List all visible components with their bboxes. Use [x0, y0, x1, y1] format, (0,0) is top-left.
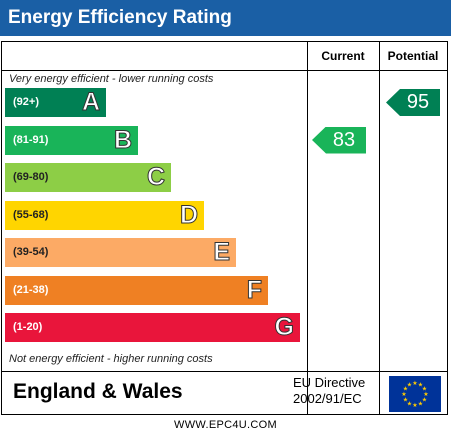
directive-line-1: EU Directive — [293, 375, 366, 390]
current-column-header: Current — [321, 49, 365, 63]
band-d-letter: D — [179, 200, 198, 229]
eu-star-icon: ★ — [412, 402, 417, 409]
band-e: (39-54) E — [5, 238, 236, 267]
header-row-divider — [2, 70, 447, 71]
eu-star-icon: ★ — [422, 386, 427, 393]
band-a-letter: A — [81, 88, 100, 117]
band-f: (21-38) F — [5, 275, 268, 305]
band-c: (69-80) C — [5, 163, 171, 192]
band-d-range: (55-68) — [13, 208, 49, 221]
current-rating-arrow: 83 — [312, 126, 366, 154]
band-d: (55-68) D — [5, 200, 204, 230]
bottom-caption: Not energy efficient - higher running co… — [9, 353, 213, 365]
band-f-letter: F — [246, 275, 262, 304]
band-g-range: (1-20) — [13, 321, 43, 333]
potential-column-header: Potential — [387, 49, 439, 63]
eu-star-icon: ★ — [423, 391, 428, 398]
eu-star-icon: ★ — [407, 401, 412, 408]
eu-star-icon: ★ — [422, 397, 427, 404]
potential-rating-value: 95 — [406, 91, 430, 113]
eu-star-icon: ★ — [418, 382, 423, 389]
eu-star-icon: ★ — [403, 397, 408, 404]
potential-column-divider — [379, 42, 380, 414]
region-label: England & Wales — [13, 380, 183, 403]
band-b-range: (81-91) — [13, 133, 49, 146]
eu-star-icon: ★ — [418, 401, 423, 408]
eu-star-icon: ★ — [407, 382, 412, 389]
eu-star-icon: ★ — [412, 380, 417, 387]
eu-flag-icon: ★ ★ ★ ★ ★ ★ ★ ★ ★ ★ ★ ★ — [389, 376, 441, 412]
eu-star-icon: ★ — [401, 391, 406, 398]
eu-star-icon: ★ — [403, 386, 408, 393]
band-b: (81-91) B — [5, 125, 138, 155]
band-e-range: (39-54) — [13, 246, 49, 258]
directive-line-2: 2002/91/EC — [293, 391, 362, 406]
chart-title: Energy Efficiency Rating — [0, 0, 451, 36]
band-g-letter: G — [274, 313, 294, 342]
band-f-range: (21-38) — [13, 283, 49, 296]
band-g: (1-20) G — [5, 313, 300, 342]
band-a: (92+) A — [5, 88, 106, 117]
website-footer: WWW.EPC4U.COM — [174, 419, 277, 431]
rating-frame: Current Potential Very energy efficient … — [1, 41, 448, 415]
eu-directive: EU Directive 2002/91/EC — [293, 375, 365, 407]
band-e-letter: E — [213, 238, 231, 267]
band-b-letter: B — [113, 125, 132, 154]
band-a-range: (92+) — [13, 96, 39, 108]
band-c-range: (69-80) — [13, 171, 49, 183]
potential-rating-arrow: 95 — [386, 89, 440, 116]
footer-row-divider — [2, 371, 447, 372]
current-rating-value: 83 — [332, 128, 356, 151]
band-c-letter: C — [146, 163, 165, 192]
top-caption: Very energy efficient - lower running co… — [9, 73, 214, 85]
current-column-divider — [307, 42, 308, 414]
